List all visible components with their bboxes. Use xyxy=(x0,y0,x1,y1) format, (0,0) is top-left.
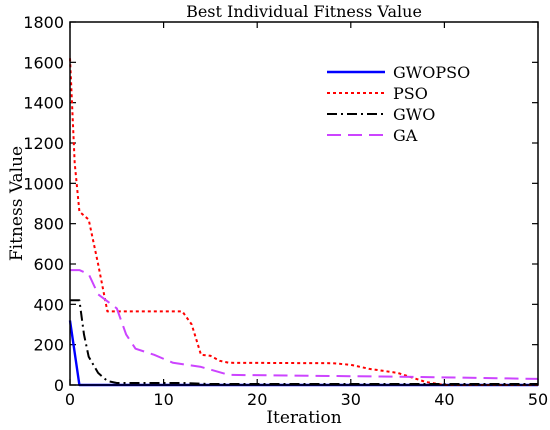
series-line-gwo xyxy=(70,299,538,385)
y-tick-label: 1600 xyxy=(23,53,64,72)
plot-frame xyxy=(69,21,539,386)
legend-label-gwopso: GWOPSO xyxy=(393,63,470,82)
axis-ticks: 0 10 20 30 40 50 0 200 400 600 800 1000 1200 1400 1600… xyxy=(23,13,548,409)
series-line-pso xyxy=(69,58,538,386)
series-group xyxy=(68,58,539,387)
y-tick-label: 0 xyxy=(54,376,64,395)
y-tick-label: 200 xyxy=(33,336,64,355)
series-line-ga xyxy=(70,269,539,380)
y-tick-label: 800 xyxy=(33,215,64,234)
y-tick-label: 400 xyxy=(33,295,64,314)
x-tick-label: 20 xyxy=(247,390,267,409)
y-axis-title: Fitness Value xyxy=(7,146,27,261)
legend-label-ga: GA xyxy=(393,126,418,145)
x-tick-label: 40 xyxy=(434,390,454,409)
legend-label-gwo: GWO xyxy=(393,105,435,124)
legend-label-pso: PSO xyxy=(393,84,428,103)
y-tick-label: 600 xyxy=(33,255,64,274)
x-tick-label: 30 xyxy=(341,390,361,409)
chart-title: Best Individual Fitness Value xyxy=(186,2,422,21)
legend: GWOPSO PSO GWO GA xyxy=(306,55,470,153)
y-tick-label: 1800 xyxy=(23,13,64,32)
x-tick-label: 0 xyxy=(65,390,75,409)
y-tick-label: 1200 xyxy=(23,134,64,153)
x-axis-title: Iteration xyxy=(266,408,341,428)
y-tick-label: 1000 xyxy=(23,174,64,193)
y-tick-label: 1400 xyxy=(23,94,64,113)
x-tick-label: 50 xyxy=(528,390,548,409)
x-tick-label: 10 xyxy=(153,390,173,409)
